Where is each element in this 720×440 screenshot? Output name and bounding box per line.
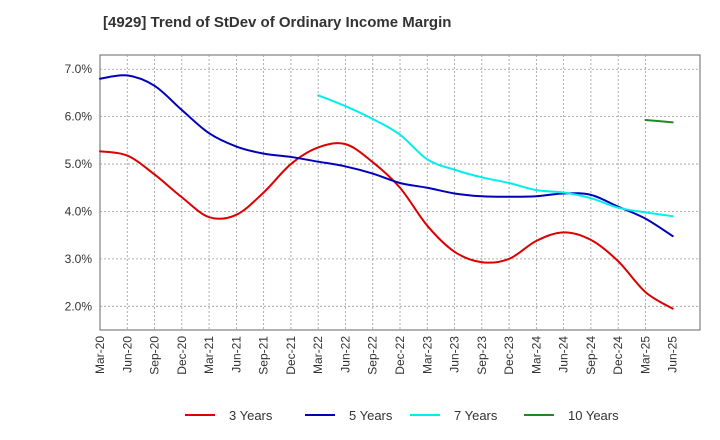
x-tick-label: Jun-24 [557,336,571,373]
x-tick-label: Mar-24 [529,336,543,374]
y-tick-label: 4.0% [65,204,93,218]
x-tick-label: Dec-22 [393,336,407,375]
x-tick-label: Dec-24 [611,336,625,375]
series-line-3-years [99,142,674,310]
y-tick-label: 3.0% [65,252,93,266]
y-axis-ticks: 2.0% 3.0% 4.0% 5.0% 6.0% 7.0% [65,62,93,313]
legend-swatch [524,414,554,416]
line-chart: 2.0% 3.0% 4.0% 5.0% 6.0% 7.0% Mar-20 Jun-20 Sep… [65,54,701,375]
legend-swatch [185,414,215,416]
legend-swatch [305,414,335,416]
x-axis-ticks: Mar-20 Jun-20 Sep-20 Dec-20 Mar-21 Jun-21 Sep-… [93,336,680,375]
x-tick-label: Mar-22 [311,336,325,374]
series-lines [99,74,674,310]
legend-item-7-years: 7 Years [410,404,497,426]
legend-label: 5 Years [349,407,393,423]
x-tick-label: Jun-22 [338,336,352,373]
series-line-10-years [644,118,674,124]
y-tick-label: 2.0% [65,299,93,313]
legend-item-10-years: 10 Years [524,404,619,426]
x-tick-label: Mar-25 [638,336,652,374]
x-tick-label: Dec-20 [175,336,189,375]
y-tick-label: 7.0% [65,62,93,76]
legend-item-5-years: 5 Years [305,404,392,426]
legend-item-3-years: 3 Years [185,404,272,426]
y-tick-label: 6.0% [65,110,93,124]
series-line-5-years [99,74,674,238]
x-tick-label: Mar-21 [202,336,216,374]
x-tick-label: Sep-21 [257,336,271,375]
x-tick-label: Sep-24 [584,336,598,375]
x-tick-label: Jun-25 [666,336,680,373]
series-line-7-years [317,94,674,218]
x-tick-label: Jun-21 [229,336,243,373]
x-tick-label: Jun-20 [120,336,134,373]
x-tick-label: Mar-20 [93,336,107,374]
chart-title: [4929] Trend of StDev of Ordinary Income… [103,14,452,31]
legend: 3 Years 5 Years 7 Years 10 Years [0,404,720,426]
legend-swatch [410,414,440,416]
x-tick-label: Sep-20 [148,336,162,375]
x-tick-label: Mar-23 [420,336,434,374]
x-tick-label: Jun-23 [448,336,462,373]
x-tick-label: Sep-23 [475,336,489,375]
legend-label: 10 Years [568,407,619,423]
x-tick-label: Sep-22 [366,336,380,375]
x-tick-label: Dec-23 [502,336,516,375]
legend-label: 7 Years [454,407,498,423]
legend-label: 3 Years [229,407,273,423]
x-tick-label: Dec-21 [284,336,298,375]
y-tick-label: 5.0% [65,157,93,171]
